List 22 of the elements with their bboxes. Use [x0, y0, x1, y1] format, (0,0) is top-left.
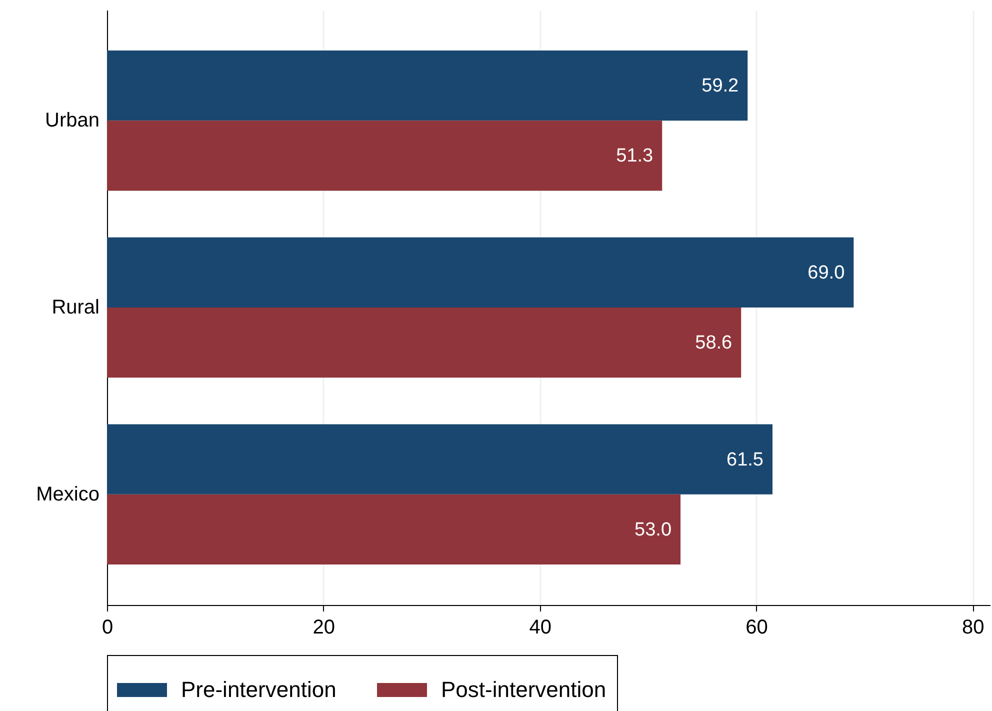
x-tick-label: 0	[102, 616, 114, 638]
x-tick-label: 40	[529, 616, 552, 638]
y-tick-label: Rural	[52, 296, 100, 318]
x-tick-label: 80	[962, 616, 984, 638]
y-tick-label: Urban	[45, 110, 100, 132]
bar	[107, 120, 662, 191]
bar	[107, 424, 772, 494]
x-tick-label: 60	[746, 616, 768, 638]
bar	[107, 308, 742, 378]
bar	[107, 50, 748, 121]
data-label: 51.3	[616, 146, 654, 167]
legend-label: Post-intervention	[441, 677, 606, 702]
data-label: 58.6	[695, 332, 732, 354]
x-tick-label: 20	[312, 616, 336, 638]
data-label: 53.0	[634, 519, 672, 540]
legend-label: Pre-intervention	[181, 677, 336, 702]
y-tick-label: Mexico	[36, 483, 100, 506]
bar	[107, 237, 854, 308]
bar	[107, 494, 681, 564]
data-label: 69.0	[808, 262, 845, 284]
data-label: 59.2	[702, 76, 739, 97]
data-label: 61.5	[726, 449, 764, 470]
